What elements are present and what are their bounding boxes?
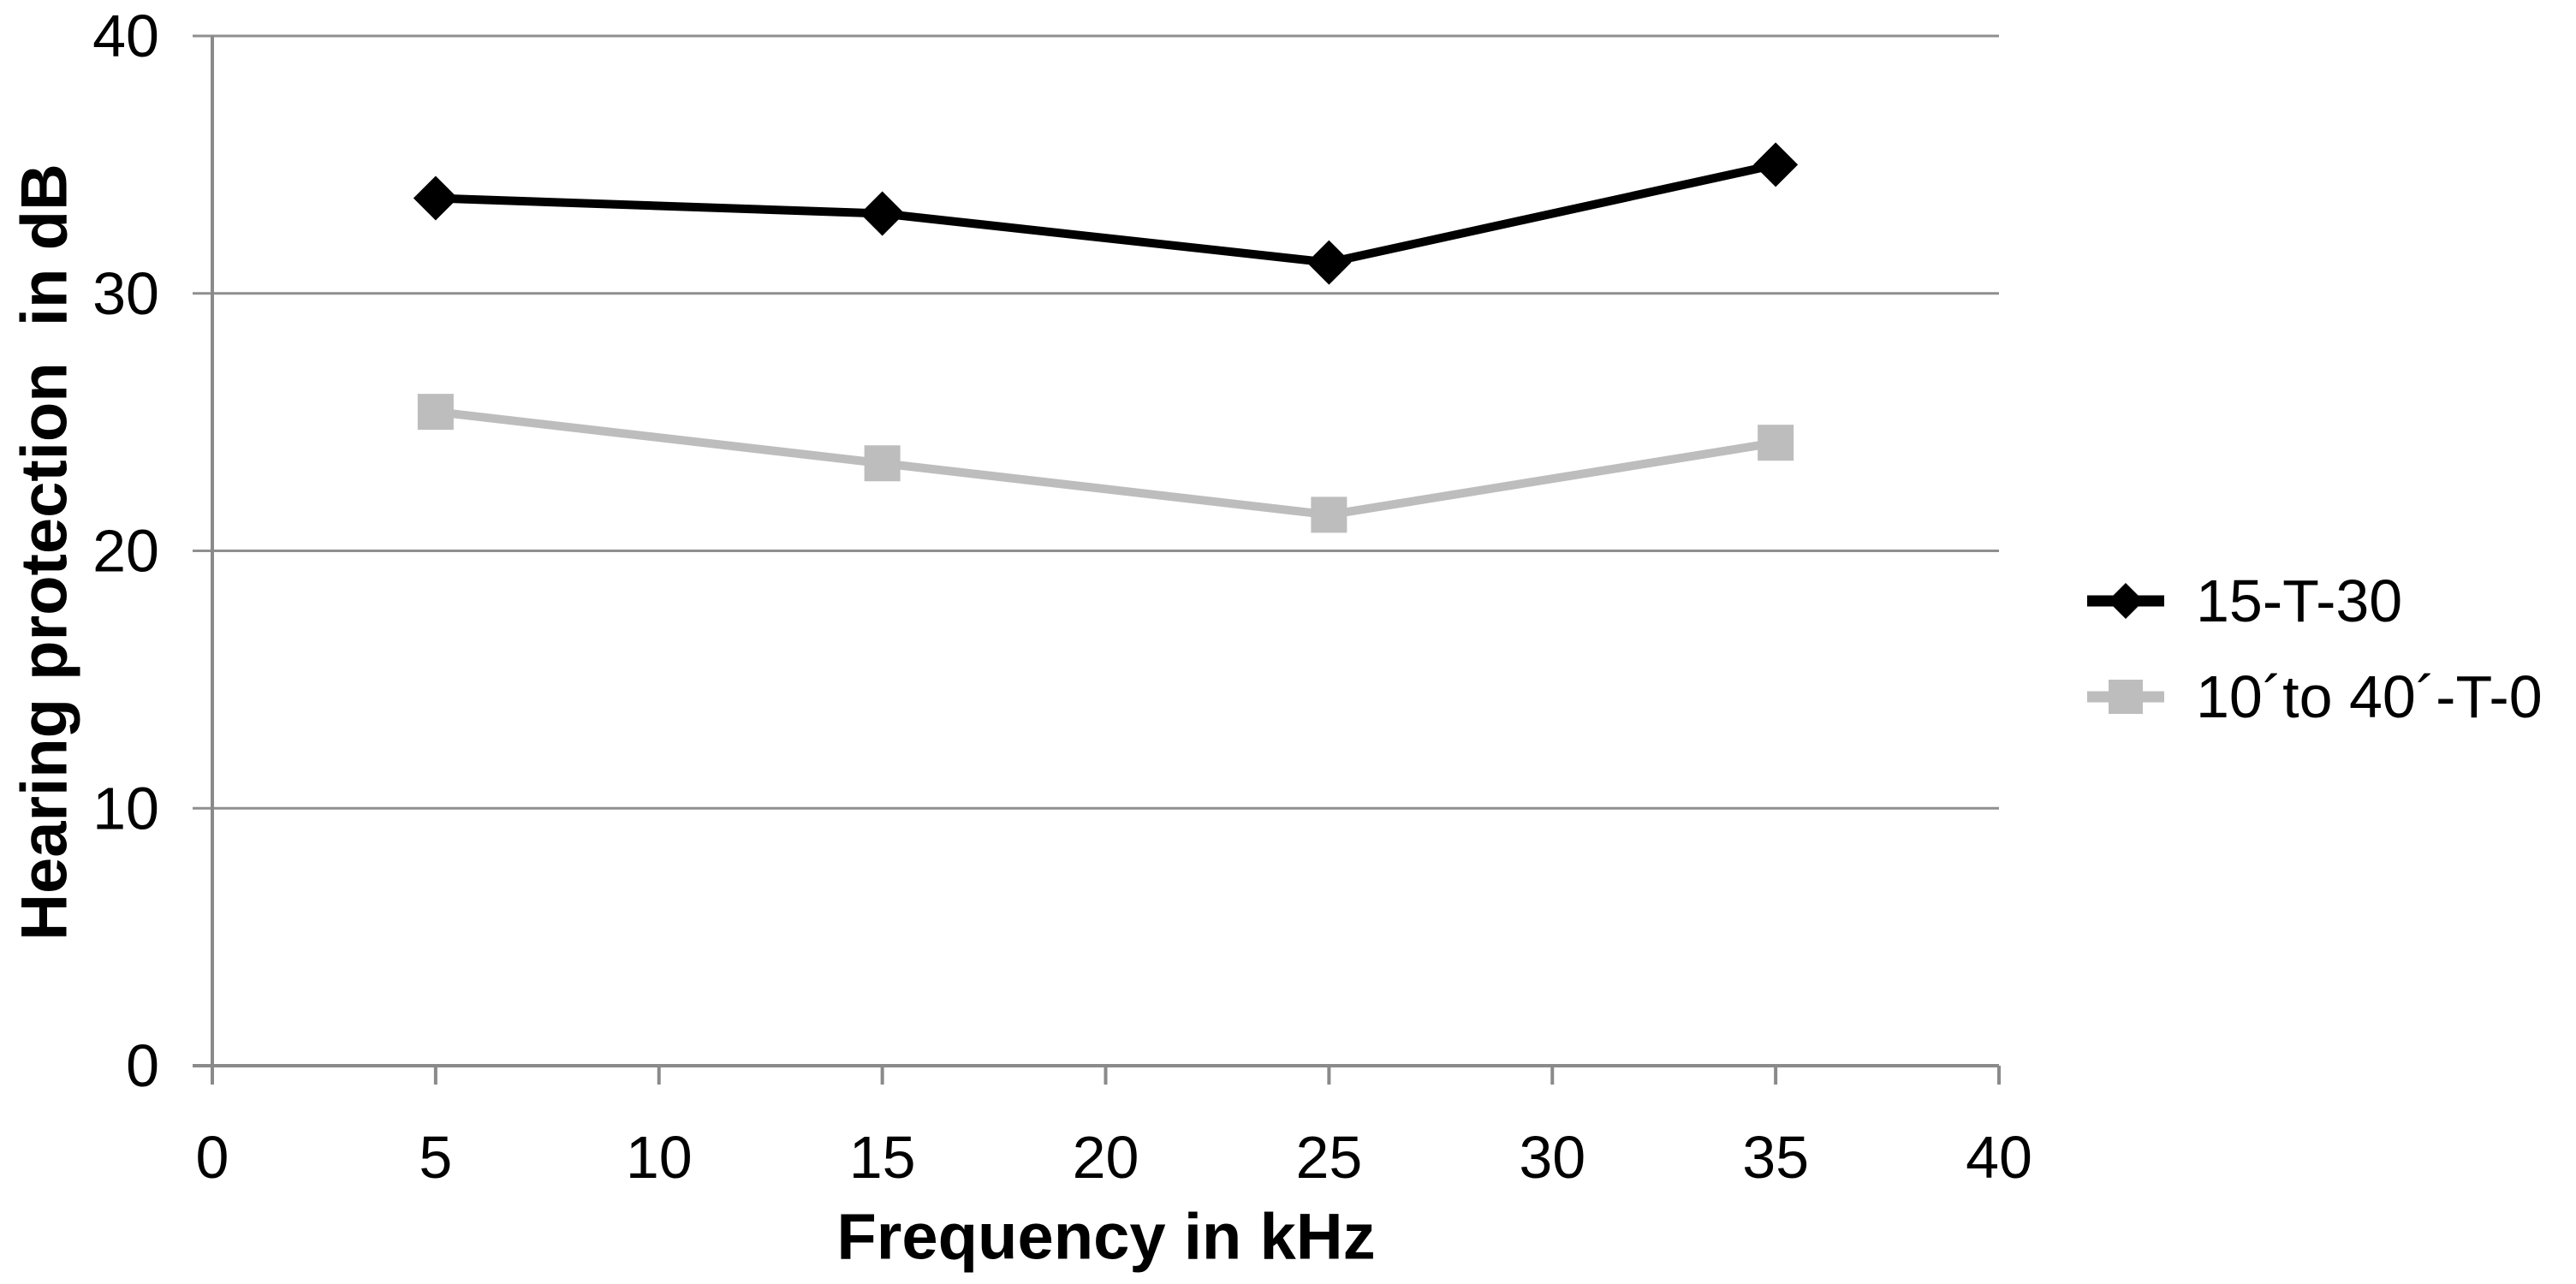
x-tick-label: 35 — [1742, 1124, 1809, 1191]
x-tick-label: 40 — [1966, 1124, 2032, 1191]
legend-label: 10´to 40´-T-0 — [2196, 663, 2543, 730]
legend: 15-T-30 10´to 40´-T-0 — [2087, 568, 2543, 730]
data-point-square-icon — [417, 394, 454, 431]
series-15-t-30 — [413, 142, 1799, 285]
data-point-diamond-icon — [1306, 240, 1352, 285]
series-line — [431, 160, 1781, 267]
data-series — [413, 142, 1799, 533]
y-tick-label: 10 — [92, 775, 159, 841]
data-point-diamond-icon — [413, 175, 458, 221]
data-point-diamond-icon — [1753, 142, 1799, 187]
x-tick-label: 15 — [849, 1124, 916, 1191]
legend-diamond-icon — [2108, 583, 2144, 619]
y-axis-title: Hearing protection in dB — [9, 163, 81, 941]
axes — [211, 36, 2001, 1085]
x-axis-title: Frequency in kHz — [836, 1201, 1375, 1274]
legend-item: 10´to 40´-T-0 — [2087, 663, 2543, 730]
x-tick-label: 0 — [196, 1124, 229, 1191]
x-tick-label: 30 — [1519, 1124, 1585, 1191]
tick-labels: 0 10 20 30 40 0 5 10 15 20 25 30 35 40 — [92, 3, 2032, 1191]
data-point-square-icon — [1758, 425, 1794, 461]
x-tick-label: 20 — [1073, 1124, 1139, 1191]
y-tick-label: 40 — [92, 3, 159, 69]
y-tick-label: 30 — [92, 260, 159, 327]
x-tick-label: 5 — [419, 1124, 452, 1191]
series-line — [431, 407, 1781, 520]
x-tick-label: 25 — [1295, 1124, 1362, 1191]
legend-square-icon — [2109, 680, 2143, 714]
legend-item: 15-T-30 — [2087, 568, 2402, 634]
data-point-diamond-icon — [860, 191, 905, 236]
gridlines — [193, 34, 1999, 1067]
data-point-square-icon — [1311, 496, 1347, 533]
y-tick-label: 0 — [126, 1032, 159, 1099]
legend-label: 15-T-30 — [2196, 568, 2402, 634]
series-10-to-40-t-0 — [417, 394, 1794, 533]
data-point-square-icon — [864, 445, 901, 482]
x-tick-label: 10 — [626, 1124, 693, 1191]
y-tick-label: 20 — [92, 518, 159, 585]
